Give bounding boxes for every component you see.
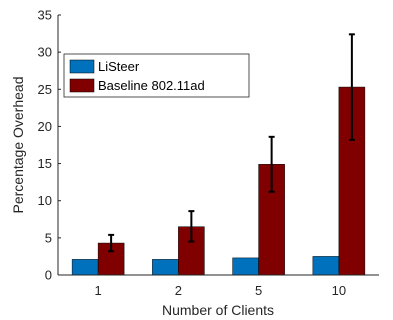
x-tick-label-10: 10 xyxy=(332,283,346,298)
legend-label-baseline: Baseline 802.11ad xyxy=(98,78,205,93)
x-tick-label-2: 2 xyxy=(175,283,182,298)
y-tick-label-35: 35 xyxy=(38,8,52,23)
y-tick-label-0: 0 xyxy=(45,268,52,283)
x-axis-title: Number of Clients xyxy=(162,302,274,318)
y-tick-label-5: 5 xyxy=(45,230,52,245)
legend: LiSteer Baseline 802.11ad xyxy=(63,53,250,98)
bar-listeer-2 xyxy=(152,259,179,276)
y-tick-label-20: 20 xyxy=(38,119,52,134)
y-tick-label-25: 25 xyxy=(38,82,52,97)
x-ticks-layer: 1 2 5 10 xyxy=(95,272,346,298)
legend-box xyxy=(63,53,250,98)
legend-swatch-baseline xyxy=(69,78,95,93)
bar-listeer-5 xyxy=(232,257,259,276)
y-tick-label-30: 30 xyxy=(38,45,52,60)
y-ticks-layer: 0 5 10 15 20 25 30 35 xyxy=(38,8,61,283)
x-tick-label-1: 1 xyxy=(95,283,102,298)
x-tick-label-5: 5 xyxy=(255,283,262,298)
y-tick-label-15: 15 xyxy=(38,156,52,171)
legend-label-listeer: LiSteer xyxy=(98,59,140,74)
bar-listeer-1 xyxy=(71,259,99,276)
bar-listeer-10 xyxy=(312,256,340,276)
legend-swatch-listeer xyxy=(69,59,95,74)
error-bars-layer xyxy=(108,33,355,253)
y-tick-label-10: 10 xyxy=(38,193,52,208)
y-axis-title: Percentage Overhead xyxy=(10,77,26,214)
